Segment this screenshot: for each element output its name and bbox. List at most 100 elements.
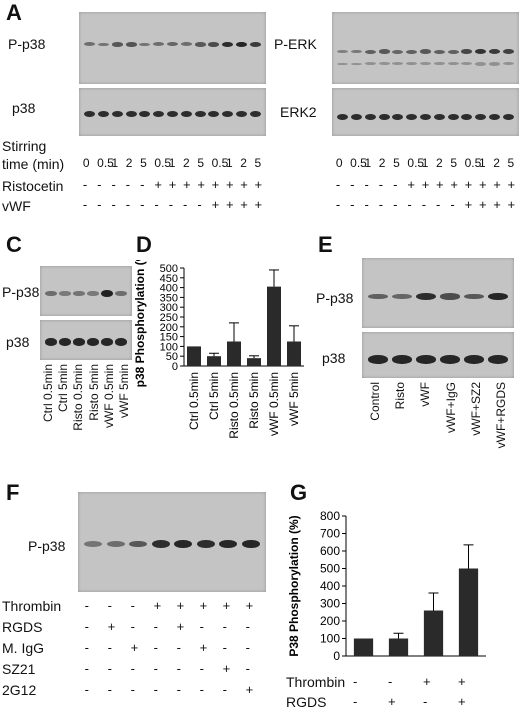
a-right-risto-cell: + (407, 177, 415, 192)
a-p38-band (139, 111, 151, 118)
a-p38-band (166, 111, 178, 118)
a-perk-band (392, 62, 404, 66)
a-left-time-cell: 0 (82, 156, 90, 170)
c-lane-label: vWF 0.5min (102, 364, 116, 429)
a-p38-band (180, 111, 192, 118)
a-vwf-label: vWF (2, 198, 31, 214)
y-tick-label: 100 (160, 341, 178, 353)
a-erk2-band (406, 113, 418, 120)
y-tick-label: 400 (160, 283, 178, 295)
f-label: P-p38 (28, 538, 66, 554)
a-left-risto-cell: - (82, 177, 88, 192)
a-perk-band (392, 49, 404, 54)
bar (287, 341, 301, 366)
a-left-risto-cell: + (240, 177, 248, 192)
f-pp38-band (84, 541, 103, 547)
panel-f-letter: F (6, 480, 20, 505)
a-right-time-cell: 1 (364, 156, 372, 170)
a-pp38-band (194, 42, 206, 47)
f-sign-cell: - (130, 598, 135, 613)
y-tick-label: 500 (160, 263, 178, 275)
a-left-vwf-cell: - (97, 197, 102, 212)
a-perk-band (419, 62, 431, 66)
g-sign-cell: - (388, 674, 393, 689)
f-sign-cell: - (107, 661, 112, 676)
y-tick-label: 250 (160, 312, 178, 324)
a-perk-band (351, 62, 363, 66)
y-tick-label: 0 (172, 361, 178, 373)
f-pp38-band (219, 539, 238, 549)
a-right-bottom-label: ERK2 (280, 104, 317, 120)
a-perk-band (461, 49, 473, 54)
a-perk-band (378, 49, 390, 54)
f-sign-cell: + (245, 682, 254, 697)
e-p38-band (488, 355, 508, 364)
a-erk2-band (447, 113, 459, 120)
a-left-vwf-cell: - (140, 197, 145, 212)
a-pp38-band (139, 42, 151, 47)
a-right-time-cell: 5 (393, 156, 400, 170)
a-left-time-cell: 1 (168, 156, 176, 170)
a-pp38-blot (79, 12, 266, 84)
g-sign-cell: + (423, 674, 431, 689)
y-tick-label: 150 (160, 332, 178, 344)
a-p38-band (111, 111, 123, 118)
x-tick-label: vWF 0.5min (267, 372, 281, 436)
f-sign-cell: - (176, 682, 181, 697)
f-pp38-band (196, 539, 215, 549)
e-lane-label: vWF+IgG (443, 382, 458, 434)
a-right-risto-cell: + (450, 177, 458, 192)
e-lane-label: Risto (393, 382, 407, 410)
a-right-vwf-cell: - (421, 197, 427, 212)
f-sign-cell: + (199, 640, 208, 655)
a-erk2-band (433, 113, 445, 120)
a-perk-blot (332, 12, 519, 84)
g-sign-cell: - (353, 694, 358, 709)
a-right-time-cell: 0.5 (407, 156, 425, 170)
f-sign-cell: + (199, 598, 208, 613)
y-axis-label: P38 Phosphorylation (%) (287, 515, 301, 656)
a-right-time-cell: 0 (335, 156, 343, 170)
a-right-time-cell: 5 (507, 156, 515, 170)
a-p38-band (84, 111, 96, 118)
a-right-risto-cell: + (464, 177, 473, 192)
f-sign-cell: + (222, 661, 231, 676)
a-left-time-cell: 1 (225, 156, 233, 170)
a-left-time-cell: 5 (197, 156, 204, 170)
a-perk-band (433, 62, 445, 66)
f-sign-cell: + (245, 598, 254, 613)
a-erk2-blot (332, 88, 519, 136)
f-sign-cell: - (107, 640, 112, 655)
bar (187, 346, 201, 366)
e-p38-band (464, 355, 484, 364)
a-p38-band (194, 111, 206, 118)
a-left-vwf-cell: + (254, 197, 263, 212)
c-top-label: P-p38 (2, 284, 40, 300)
e-lane-label: vWF+SZ2 (469, 382, 483, 436)
a-left-time-cell: 2 (240, 156, 247, 170)
f-pp38-band (174, 539, 193, 549)
a-right-risto-cell: - (393, 177, 398, 192)
f-row-label: RGDS (2, 619, 43, 635)
panel-g-letter: G (290, 480, 308, 505)
a-erk2-band (392, 113, 404, 120)
f-row-label: M. IgG (2, 640, 45, 656)
f-sign-cell: - (245, 640, 250, 655)
a-right-time-cell: 1 (478, 156, 486, 170)
y-tick-label: 0 (333, 649, 340, 663)
panel-d-letter: D (136, 232, 152, 257)
a-left-risto-cell: + (225, 177, 234, 192)
a-perk-band (337, 62, 349, 66)
f-pp38-band (241, 539, 260, 549)
g-sign-cell: + (458, 674, 466, 689)
g-sign-cell: + (388, 694, 396, 709)
a-perk-band (337, 49, 349, 54)
a-right-time-cell: 2 (436, 156, 443, 170)
a-erk2-band (475, 113, 487, 120)
c-p38-band (101, 338, 113, 346)
e-lane-label: Control (367, 382, 382, 421)
a-erk2-band (461, 113, 473, 120)
a-right-time-cell: 0.5 (350, 156, 367, 170)
a-left-bottom-label: p38 (12, 100, 36, 116)
a-erk2-band (364, 113, 376, 120)
